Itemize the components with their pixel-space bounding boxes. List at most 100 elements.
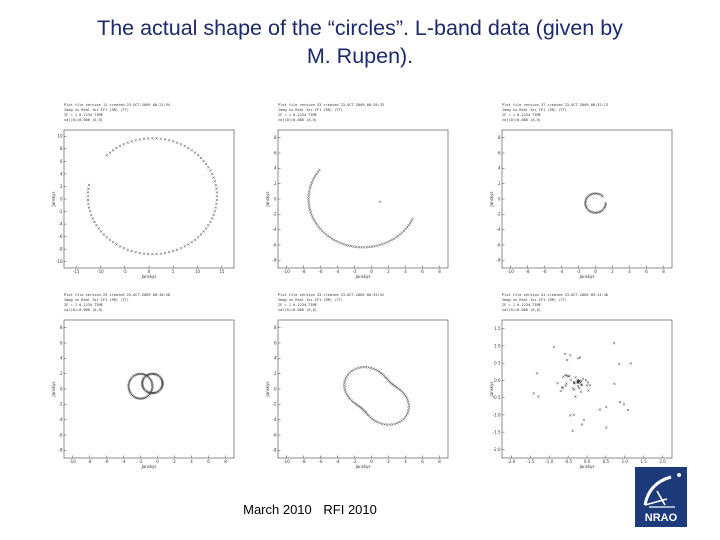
data-point bbox=[199, 233, 203, 236]
y-tick-label: -0.5 bbox=[493, 395, 501, 400]
y-tick-label: 2 bbox=[498, 181, 501, 186]
data-point bbox=[588, 384, 592, 387]
data-point bbox=[307, 201, 311, 205]
x-tick-label: 2.0 bbox=[659, 459, 666, 464]
y-tick-label: -10 bbox=[56, 259, 63, 264]
data-point bbox=[343, 381, 346, 385]
x-tick-label: -4 bbox=[560, 269, 564, 274]
data-point bbox=[204, 162, 208, 166]
data-point bbox=[374, 368, 377, 371]
data-point bbox=[307, 194, 310, 198]
data-point bbox=[316, 170, 320, 174]
data-point bbox=[601, 195, 605, 198]
data-point bbox=[378, 243, 382, 247]
x-tick-label: -6 bbox=[319, 269, 323, 274]
data-point bbox=[404, 394, 407, 398]
data-point bbox=[86, 198, 90, 202]
plot-header-line: Imag vs Real for IF1 (RR) (TT) bbox=[64, 298, 129, 302]
footer-event: RFI 2010 bbox=[323, 502, 377, 517]
data-point bbox=[395, 421, 399, 425]
data-point bbox=[190, 240, 194, 244]
y-tick-label: 8 bbox=[60, 146, 63, 151]
data-point bbox=[352, 245, 355, 248]
plot-header-line: cal(0)=0.000 (0,0) bbox=[64, 308, 103, 312]
data-point bbox=[579, 383, 583, 387]
x-axis-label: Janskys bbox=[355, 274, 371, 279]
data-point bbox=[375, 244, 379, 247]
data-point bbox=[588, 193, 591, 197]
plot-2: Plot file version 33 created 23-OCT-2009… bbox=[265, 100, 466, 280]
plot-2-svg: Plot file version 33 created 23-OCT-2009… bbox=[265, 103, 449, 279]
plot-1-svg: Plot file version 11 created 23-OCT-2009… bbox=[51, 103, 235, 279]
data-point bbox=[130, 140, 133, 143]
data-point bbox=[214, 206, 218, 209]
x-axis-label: Janskys bbox=[355, 464, 371, 469]
data-point bbox=[576, 381, 579, 384]
data-point bbox=[409, 220, 413, 223]
plot-header-line: Imag vs Real for IF1 (RR) (TT) bbox=[502, 108, 567, 112]
data-point bbox=[138, 138, 142, 141]
data-point bbox=[307, 197, 310, 200]
data-point bbox=[569, 378, 573, 382]
y-axis-label: Janskys bbox=[51, 382, 56, 398]
y-tick-label: 8 bbox=[274, 135, 277, 140]
y-tick-label: -8 bbox=[59, 448, 63, 453]
plot-header-line: Imag vs Real for IF1 (RR) (TT) bbox=[278, 298, 343, 302]
x-tick-label: -8 bbox=[88, 459, 92, 464]
data-point bbox=[565, 358, 569, 362]
x-tick-label: 0.0 bbox=[584, 459, 591, 464]
data-point bbox=[344, 390, 347, 394]
x-tick-label: -8 bbox=[302, 269, 306, 274]
data-point bbox=[588, 210, 592, 213]
data-point bbox=[385, 241, 389, 244]
plot-header-line: cal(0)=0.000 (0,0) bbox=[502, 118, 541, 122]
data-point bbox=[337, 240, 340, 244]
data-point bbox=[118, 245, 122, 248]
plot-5-svg: Plot file version 33 created 23-OCT-2009… bbox=[265, 293, 449, 469]
y-tick-label: -6 bbox=[273, 242, 277, 247]
data-point bbox=[312, 217, 315, 221]
data-point bbox=[212, 213, 215, 217]
data-point bbox=[343, 386, 346, 389]
data-point bbox=[378, 370, 381, 374]
y-axis-label: Janskys bbox=[51, 192, 56, 208]
y-tick-label: -4 bbox=[273, 227, 277, 232]
data-point bbox=[171, 249, 175, 253]
plot-frame bbox=[63, 129, 235, 269]
data-point bbox=[102, 233, 106, 236]
data-point bbox=[343, 384, 346, 387]
data-point bbox=[93, 220, 96, 224]
plot-3-svg: Plot file version 37 created 23-OCT-2009… bbox=[489, 103, 673, 279]
x-tick-label: 0 bbox=[156, 459, 159, 464]
data-point bbox=[584, 378, 588, 382]
data-point bbox=[597, 192, 601, 196]
data-point bbox=[308, 187, 312, 191]
data-point bbox=[91, 217, 94, 220]
data-point bbox=[196, 235, 200, 239]
data-point bbox=[324, 232, 327, 236]
data-point bbox=[383, 242, 386, 245]
data-point bbox=[347, 396, 351, 399]
data-point bbox=[390, 238, 393, 242]
x-tick-label: 2 bbox=[387, 459, 390, 464]
data-point bbox=[388, 239, 391, 243]
plot-header-line: IF = 1 0.1234 TIME bbox=[278, 303, 317, 307]
data-point bbox=[312, 176, 316, 180]
data-point bbox=[311, 178, 315, 182]
data-point bbox=[587, 389, 590, 392]
x-tick-label: -6 bbox=[319, 459, 323, 464]
x-tick-label: -6 bbox=[105, 459, 109, 464]
data-point bbox=[213, 179, 217, 183]
x-tick-label: 8 bbox=[438, 459, 441, 464]
x-axis-label: Janskys bbox=[579, 274, 595, 279]
data-point bbox=[378, 200, 382, 204]
x-axis-label: Janskys bbox=[141, 274, 157, 279]
data-point bbox=[204, 227, 208, 230]
data-point bbox=[407, 405, 411, 408]
y-tick-label: 4 bbox=[274, 356, 277, 361]
data-point bbox=[380, 422, 384, 426]
data-point bbox=[406, 411, 409, 415]
plot-header-line: IF = 1 0.1234 TIME bbox=[502, 113, 541, 117]
data-point bbox=[350, 369, 353, 373]
x-tick-label: -2 bbox=[353, 459, 357, 464]
